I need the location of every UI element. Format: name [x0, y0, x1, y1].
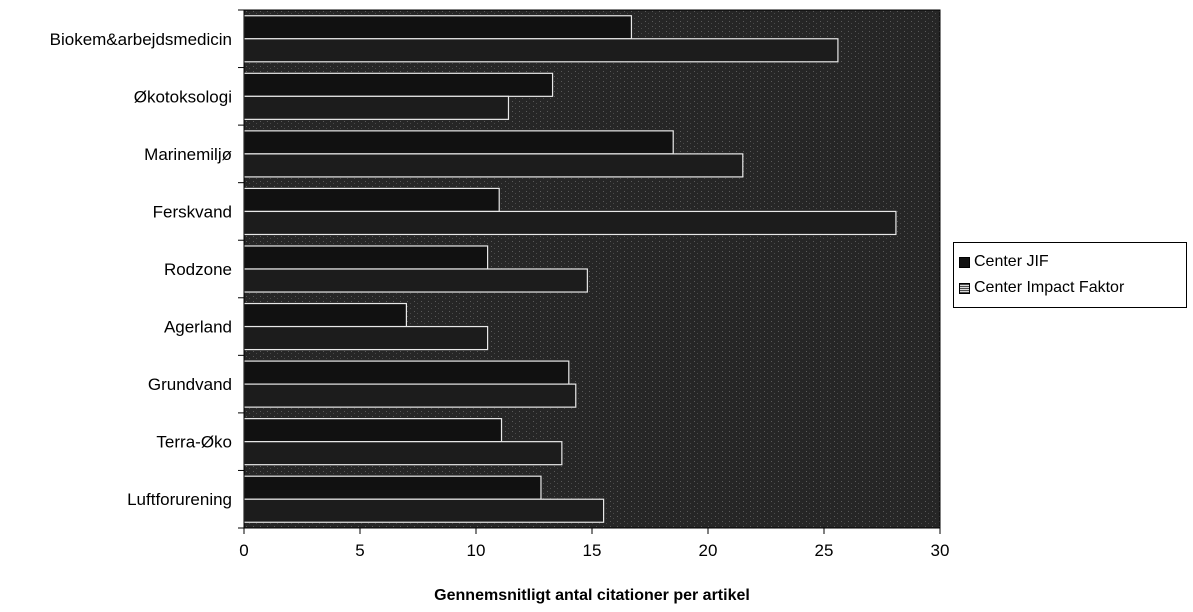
- bar-center-jif-grundvand: [243, 360, 570, 385]
- bar-center-jif-marinemiljø: [243, 130, 674, 155]
- category-label-ferskvand: Ferskvand: [153, 202, 232, 221]
- bar-center-impact-faktor-ferskvand: [243, 210, 897, 236]
- bar-center-impact-faktor-biokem-arbejdsmedicin: [243, 38, 839, 63]
- category-label-biokem-arbejdsmedicin: Biokem&arbejdsmedicin: [50, 30, 232, 49]
- bar-center-impact-faktor-økotoksologi: [243, 95, 510, 120]
- bar-center-jif-luftforurening: [243, 475, 542, 500]
- bar-center-jif-agerland: [243, 302, 407, 328]
- bar-center-impact-faktor-luftforurening: [243, 498, 605, 523]
- x-tick-label-20: 20: [699, 541, 718, 560]
- x-tick-label-25: 25: [815, 541, 834, 560]
- x-tick-label-15: 15: [583, 541, 602, 560]
- bar-center-impact-faktor-agerland: [243, 325, 489, 351]
- bars: [243, 15, 897, 523]
- legend-item-center-jif: Center JIF: [959, 249, 1186, 275]
- legend-item-center-impact-faktor: Center Impact Faktor: [959, 275, 1186, 301]
- x-tick-label-5: 5: [355, 541, 364, 560]
- x-axis-title: Gennemsnitligt antal citationer per arti…: [434, 587, 750, 604]
- bar-center-impact-faktor-terra-øko: [243, 441, 563, 466]
- bar-center-impact-faktor-rodzone: [243, 268, 588, 293]
- bar-center-jif-økotoksologi: [243, 72, 554, 97]
- category-label-luftforurening: Luftforurening: [127, 490, 232, 509]
- category-axis: Biokem&arbejdsmedicin Økotoksologi Marinem…: [50, 9, 245, 529]
- legend-label-center-impact-faktor: Center Impact Faktor: [974, 279, 1125, 296]
- x-tick-label-30: 30: [931, 541, 950, 560]
- legend-swatch-center-jif: [959, 256, 970, 268]
- bar-center-jif-ferskvand: [243, 187, 500, 213]
- bar-center-jif-rodzone: [243, 245, 489, 270]
- x-tick-label-10: 10: [467, 541, 486, 560]
- bar-center-impact-faktor-grundvand: [243, 383, 577, 408]
- legend-label-center-jif: Center JIF: [974, 253, 1049, 270]
- bar-center-jif-terra-øko: [243, 418, 503, 443]
- category-label-rodzone: Rodzone: [164, 260, 232, 279]
- bar-center-jif-biokem-arbejdsmedicin: [243, 15, 633, 40]
- bar-center-impact-faktor-marinemiljø: [243, 153, 744, 178]
- x-tick-label-0: 0: [239, 541, 248, 560]
- category-label-terra-øko: Terra-Øko: [156, 433, 232, 452]
- category-label-agerland: Agerland: [164, 318, 232, 337]
- value-axis: 0 5 10 15 20 25 30: [239, 527, 950, 560]
- category-label-marinemiljø: Marinemiljø: [144, 145, 232, 164]
- category-label-grundvand: Grundvand: [148, 375, 232, 394]
- legend: Center JIF Center Impact Faktor: [953, 242, 1187, 308]
- category-label-økotoksologi: Økotoksologi: [134, 87, 232, 106]
- legend-swatch-center-impact-faktor: [959, 282, 970, 294]
